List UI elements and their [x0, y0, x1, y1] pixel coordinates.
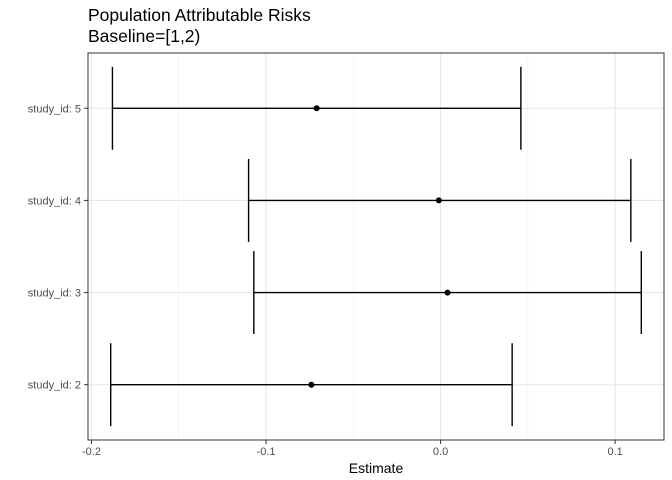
estimate-point: [435, 197, 442, 204]
x-tick-label: 0.1: [607, 446, 622, 458]
estimate-point: [308, 381, 315, 388]
estimate-point: [313, 105, 320, 112]
y-axis: study_id: 2 study_id: 3 study_id: 4 study_i…: [28, 103, 88, 392]
chart-title: Population Attributable Risks: [88, 5, 311, 25]
y-tick-label: study_id: 3: [28, 288, 81, 300]
panel-border: [87, 52, 665, 441]
y-tick-label: study_id: 4: [28, 195, 81, 207]
error-bars: [109, 66, 643, 427]
y-tick-label: study_id: 5: [28, 103, 81, 115]
x-tick-label: -0.1: [257, 446, 276, 458]
x-tick-label: -0.2: [82, 446, 101, 458]
x-axis: -0.2 -0.1 0.0 0.1: [82, 440, 623, 458]
estimate-point: [444, 289, 451, 296]
x-tick-label: 0.0: [433, 446, 448, 458]
x-axis-title: Estimate: [349, 460, 404, 476]
grid-lines: [88, 53, 664, 440]
chart-subtitle: Baseline=[1,2): [88, 26, 201, 46]
y-tick-label: study_id: 2: [28, 380, 81, 392]
